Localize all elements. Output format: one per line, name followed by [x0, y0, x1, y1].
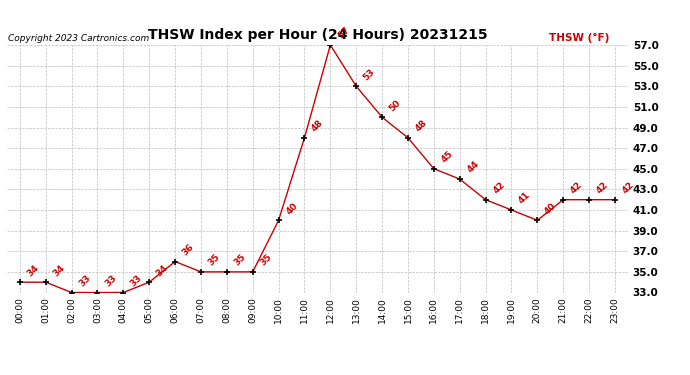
- Text: 34: 34: [155, 263, 170, 278]
- Text: 41: 41: [517, 190, 532, 206]
- Text: 53: 53: [362, 67, 377, 82]
- Text: 33: 33: [77, 273, 92, 288]
- Title: THSW Index per Hour (24 Hours) 20231215: THSW Index per Hour (24 Hours) 20231215: [148, 28, 487, 42]
- Text: 45: 45: [440, 149, 455, 165]
- Text: 42: 42: [595, 180, 610, 195]
- Text: 36: 36: [181, 242, 196, 257]
- Text: 42: 42: [569, 180, 584, 195]
- Text: 40: 40: [543, 201, 558, 216]
- Text: THSW (°F): THSW (°F): [549, 33, 609, 42]
- Text: 40: 40: [284, 201, 299, 216]
- Text: 35: 35: [233, 252, 248, 268]
- Text: 50: 50: [388, 98, 403, 113]
- Text: 42: 42: [620, 180, 635, 195]
- Text: 48: 48: [310, 118, 325, 134]
- Text: 34: 34: [26, 263, 41, 278]
- Text: 44: 44: [465, 159, 481, 175]
- Text: 35: 35: [206, 252, 221, 268]
- Text: 33: 33: [103, 273, 118, 288]
- Text: 48: 48: [413, 118, 428, 134]
- Text: Copyright 2023 Cartronics.com: Copyright 2023 Cartronics.com: [8, 33, 150, 42]
- Text: 34: 34: [51, 263, 66, 278]
- Text: 57: 57: [336, 26, 351, 41]
- Text: 35: 35: [258, 252, 273, 268]
- Text: 42: 42: [491, 180, 506, 195]
- Text: 33: 33: [129, 273, 144, 288]
